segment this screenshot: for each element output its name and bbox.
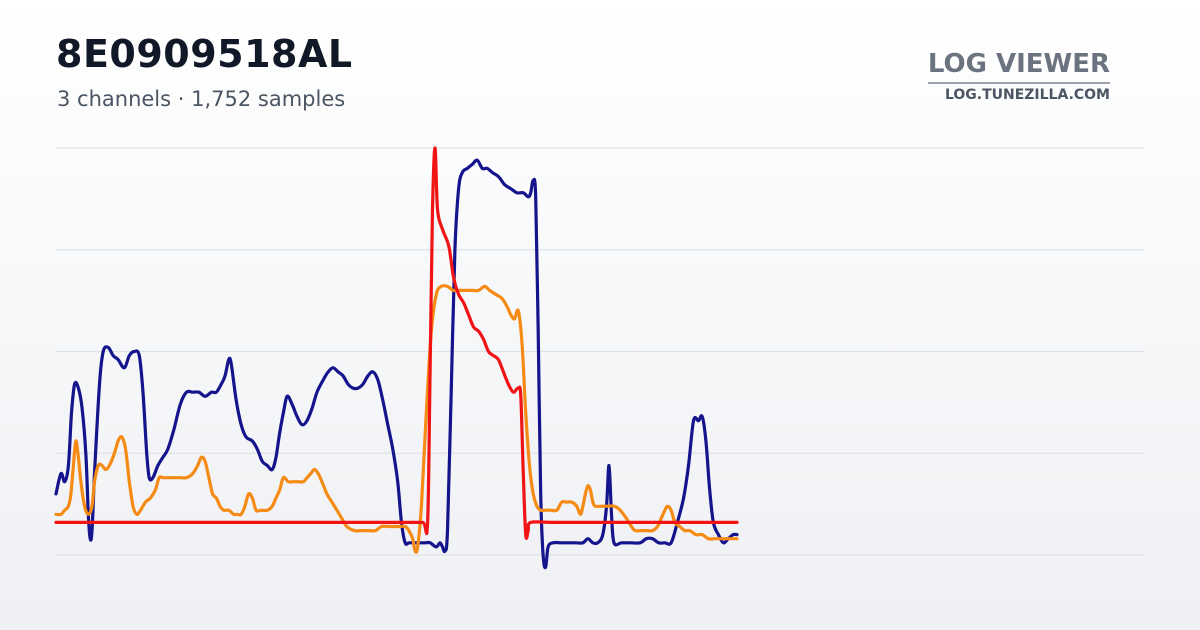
log-subtitle: 3 channels · 1,752 samples: [57, 87, 346, 111]
chart-series: [54, 146, 739, 570]
brand-url: LOG.TUNEZILLA.COM: [944, 86, 1110, 103]
chart-grid: [56, 147, 1144, 556]
series-line-1: [54, 158, 739, 570]
brand-name: LOG VIEWER: [927, 50, 1110, 84]
series-line-3: [54, 146, 739, 540]
series-line-2: [54, 284, 739, 554]
brand[interactable]: LOG VIEWER LOG.TUNEZILLA.COM: [927, 50, 1110, 103]
log-title: 8E0909518AL: [56, 32, 353, 76]
